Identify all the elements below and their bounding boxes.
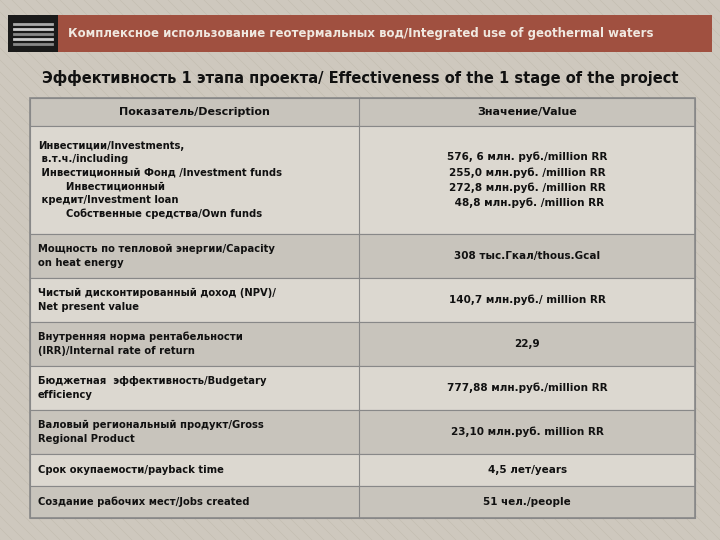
Text: Показатель/Description: Показатель/Description	[119, 107, 270, 117]
Text: Комплексное использование геотермальных вод/Integrated use of geothermal waters: Комплексное использование геотермальных …	[68, 27, 654, 40]
Bar	[30, 234, 695, 278]
Bar	[30, 278, 695, 322]
Text: 51 чел./people: 51 чел./people	[483, 497, 571, 507]
Bar	[8, 15, 58, 52]
Text: 140,7 млн.руб./ million RR: 140,7 млн.руб./ million RR	[449, 295, 606, 305]
Text: 22,9: 22,9	[514, 339, 540, 349]
Text: Валовый региональный продукт/Gross
Regional Product: Валовый региональный продукт/Gross Regio…	[38, 420, 264, 444]
Text: Эффективность 1 этапа проекта/ Effectiveness of the 1 stage of the project: Эффективность 1 этапа проекта/ Effective…	[42, 70, 678, 86]
Bar	[30, 454, 695, 486]
Text: Внутренняя норма рентабельности
(IRR)/Internal rate of return: Внутренняя норма рентабельности (IRR)/In…	[38, 332, 243, 356]
Bar	[30, 98, 695, 518]
Text: 308 тыс.Гкал/thous.Gcal: 308 тыс.Гкал/thous.Gcal	[454, 251, 600, 261]
Text: 23,10 млн.руб. million RR: 23,10 млн.руб. million RR	[451, 427, 603, 437]
Text: 4,5 лет/years: 4,5 лет/years	[487, 465, 567, 475]
Bar	[30, 322, 695, 366]
Bar	[30, 486, 695, 518]
Bar	[58, 15, 712, 52]
Text: Чистый дисконтированный доход (NPV)/
Net present value: Чистый дисконтированный доход (NPV)/ Net…	[38, 288, 276, 312]
Text: Создание рабочих мест/Jobs created: Создание рабочих мест/Jobs created	[38, 497, 250, 507]
Text: Мощность по тепловой энергии/Capacity
on heat energy: Мощность по тепловой энергии/Capacity on…	[38, 244, 275, 268]
Bar	[30, 98, 695, 126]
Text: 777,88 млн.руб./million RR: 777,88 млн.руб./million RR	[447, 383, 608, 393]
Text: 576, 6 млн. руб./million RR
255,0 млн.руб. /million RR
272,8 млн.руб. /million R: 576, 6 млн. руб./million RR 255,0 млн.ру…	[447, 152, 607, 208]
Bar	[30, 126, 695, 234]
Text: Инвестиции/Investments,
 в.т.ч./including
 Инвестиционный Фонд /Investment funds: Инвестиции/Investments, в.т.ч./including…	[38, 140, 282, 219]
Bar	[30, 366, 695, 410]
Text: Срок окупаемости/payback time: Срок окупаемости/payback time	[38, 465, 224, 475]
Bar	[30, 410, 695, 454]
Text: Бюджетная  эффективность/Budgetary
efficiency: Бюджетная эффективность/Budgetary effici…	[38, 376, 266, 400]
Text: Значение/Value: Значение/Value	[477, 107, 577, 117]
